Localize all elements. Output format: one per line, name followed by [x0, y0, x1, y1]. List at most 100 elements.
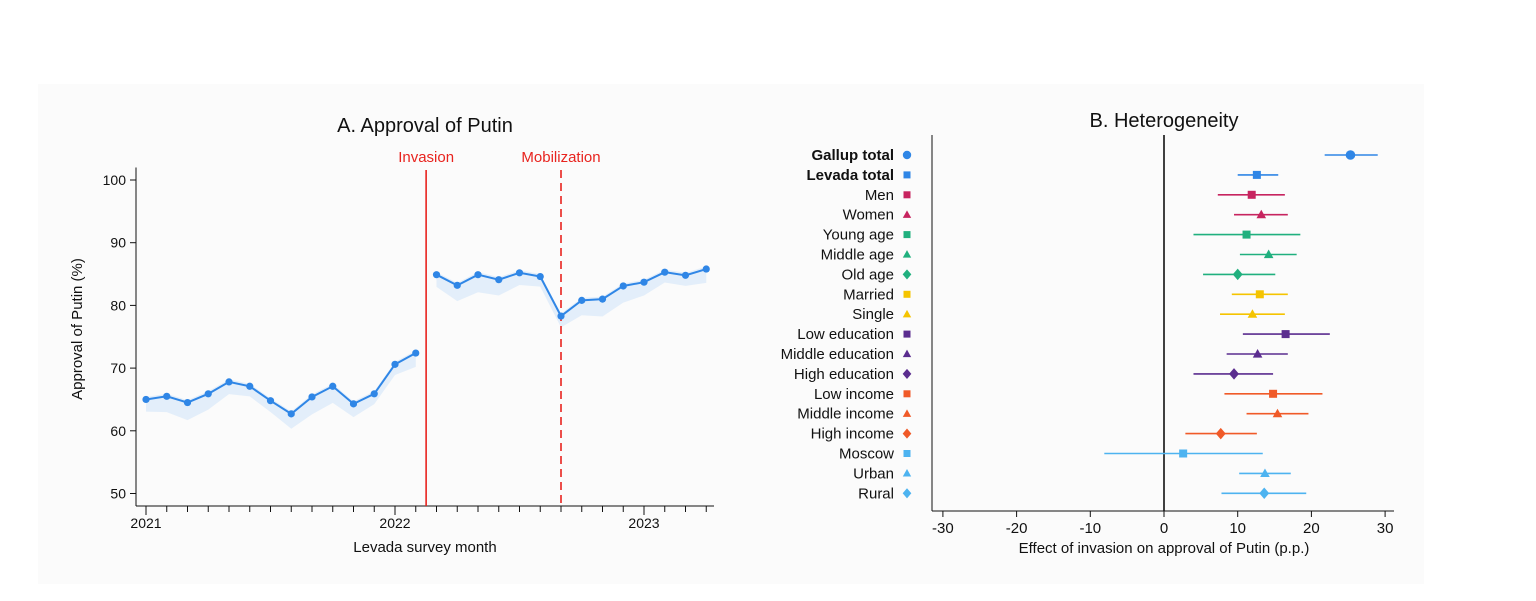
legend-marker [902, 150, 912, 160]
panel-b-x-tick-label: -30 [932, 520, 954, 537]
panel-a-data-point [349, 400, 358, 408]
panel-a-x-tick-label: 2022 [379, 515, 410, 531]
legend-marker [902, 250, 912, 258]
panel-a-data-point [183, 398, 192, 407]
panel-a-x-tick-label: 2023 [628, 515, 659, 531]
panel-a-x-axis-label: Levada survey month [353, 539, 496, 556]
panel-a-data-point [661, 268, 669, 276]
legend-marker [903, 330, 911, 338]
panel-a-axes: 50 60 70 80 90 100 2021 2022 2023 [103, 167, 714, 531]
point-estimate [1256, 209, 1267, 219]
panel-a-data-point [474, 271, 482, 279]
legend-label: Middle education [781, 346, 894, 363]
mobilization-label: Mobilization [521, 149, 600, 166]
panel-a-y-tick-label: 60 [110, 423, 126, 439]
panel-a-y-tick-label: 70 [110, 360, 126, 376]
panel-a-data-point [287, 410, 295, 418]
legend-marker [902, 409, 912, 417]
legend-label: Women [843, 207, 894, 224]
legend-label: Young age [823, 227, 894, 244]
panel-a-band-segment [436, 266, 707, 328]
legend-marker [902, 269, 912, 280]
panel-a-event-lines: Invasion Mobilization [398, 149, 601, 506]
panel-a-data-points [142, 265, 710, 418]
panel-a-data-point [681, 271, 690, 279]
legend-marker [903, 191, 911, 199]
panel-b-x-tick-label: 20 [1303, 520, 1320, 537]
panel-b-x-axis-label: Effect of invasion on approval of Putin … [1019, 540, 1310, 557]
panel-b-axes: -30 -20 -10 0 10 20 30 [931, 135, 1394, 537]
panel-a-data-point [578, 296, 586, 304]
point-estimate [1259, 487, 1270, 500]
legend-label: Low income [814, 386, 894, 403]
figure-background: A. Approval of Putin Levada survey month… [38, 84, 1424, 584]
point-estimate [1215, 427, 1226, 440]
point-estimate [1272, 408, 1283, 418]
legend-marker [903, 290, 911, 298]
panel-b-estimates: Gallup total Levada total Men Women Young ag… [781, 147, 1378, 502]
legend-marker [902, 428, 912, 439]
panel-a-data-point [370, 390, 378, 398]
panel-a-data-point [225, 378, 233, 386]
panel-a-data-point [515, 269, 524, 277]
point-estimate [1281, 330, 1290, 339]
panel-a-data-point [266, 397, 275, 405]
legend-label: Men [865, 187, 894, 204]
legend-label: Rural [858, 485, 894, 502]
panel-a-data-point [163, 392, 171, 400]
invasion-label: Invasion [398, 149, 454, 166]
panel-a-data-point [495, 276, 503, 284]
panel-a-data-point [308, 393, 316, 401]
panel-a-data-point [391, 360, 399, 368]
legend-marker [902, 349, 912, 358]
point-estimate [1247, 190, 1256, 199]
panel-a-data-point [598, 295, 607, 303]
panel-a-data-point [432, 271, 441, 279]
legend-marker [903, 450, 911, 457]
panel-a-data-point [329, 382, 337, 390]
panel-b-x-tick-label: -10 [1079, 520, 1101, 537]
point-estimate [1263, 249, 1274, 259]
panel-a-band-segment [146, 350, 416, 429]
panel-a-confidence-band [146, 266, 707, 429]
panel-b-title: B. Heterogeneity [1090, 110, 1239, 132]
legend-marker [902, 488, 912, 499]
legend-label: High education [794, 366, 894, 383]
panel-b-x-tick-label: 0 [1160, 520, 1168, 537]
panel-a-data-point [204, 390, 212, 398]
point-estimate [1255, 290, 1264, 299]
panel-a-x-tick-label: 2021 [130, 515, 161, 531]
panel-b-x-tick-label: 10 [1229, 520, 1246, 537]
panel-a-data-point [536, 272, 544, 281]
legend-label: Middle income [797, 406, 894, 423]
panel-b-heterogeneity-chart: B. Heterogeneity Effect of invasion on a… [781, 110, 1394, 557]
legend-label: Urban [853, 465, 894, 482]
panel-a-data-point [619, 282, 627, 290]
point-estimate [1229, 368, 1239, 380]
panel-a-data-point [246, 382, 254, 390]
legend-marker [902, 368, 912, 379]
legend-label: Low education [797, 326, 894, 343]
legend-marker [902, 309, 912, 318]
panel-a-data-point [142, 395, 150, 404]
point-estimate [1260, 468, 1270, 477]
legend-label: Gallup total [812, 147, 895, 164]
legend-label: Married [843, 286, 894, 303]
point-estimate [1242, 230, 1251, 239]
panel-a-data-point [702, 265, 710, 273]
legend-marker [903, 231, 911, 239]
panel-a-data-point [640, 278, 648, 286]
point-estimate [1269, 389, 1278, 398]
panel-a-data-point [453, 281, 461, 289]
panel-a-series-segment [145, 352, 417, 416]
point-estimate [1232, 268, 1243, 281]
panel-a-y-tick-label: 90 [110, 235, 126, 251]
figure-svg: A. Approval of Putin Levada survey month… [69, 110, 1394, 557]
legend-label: Single [852, 306, 894, 323]
legend-label: High income [811, 426, 894, 443]
point-estimate [1252, 349, 1263, 358]
panel-a-y-tick-label: 50 [110, 486, 126, 502]
point-estimate [1345, 150, 1356, 160]
legend-marker [902, 469, 912, 477]
panel-b-x-tick-label: -20 [1006, 520, 1028, 537]
